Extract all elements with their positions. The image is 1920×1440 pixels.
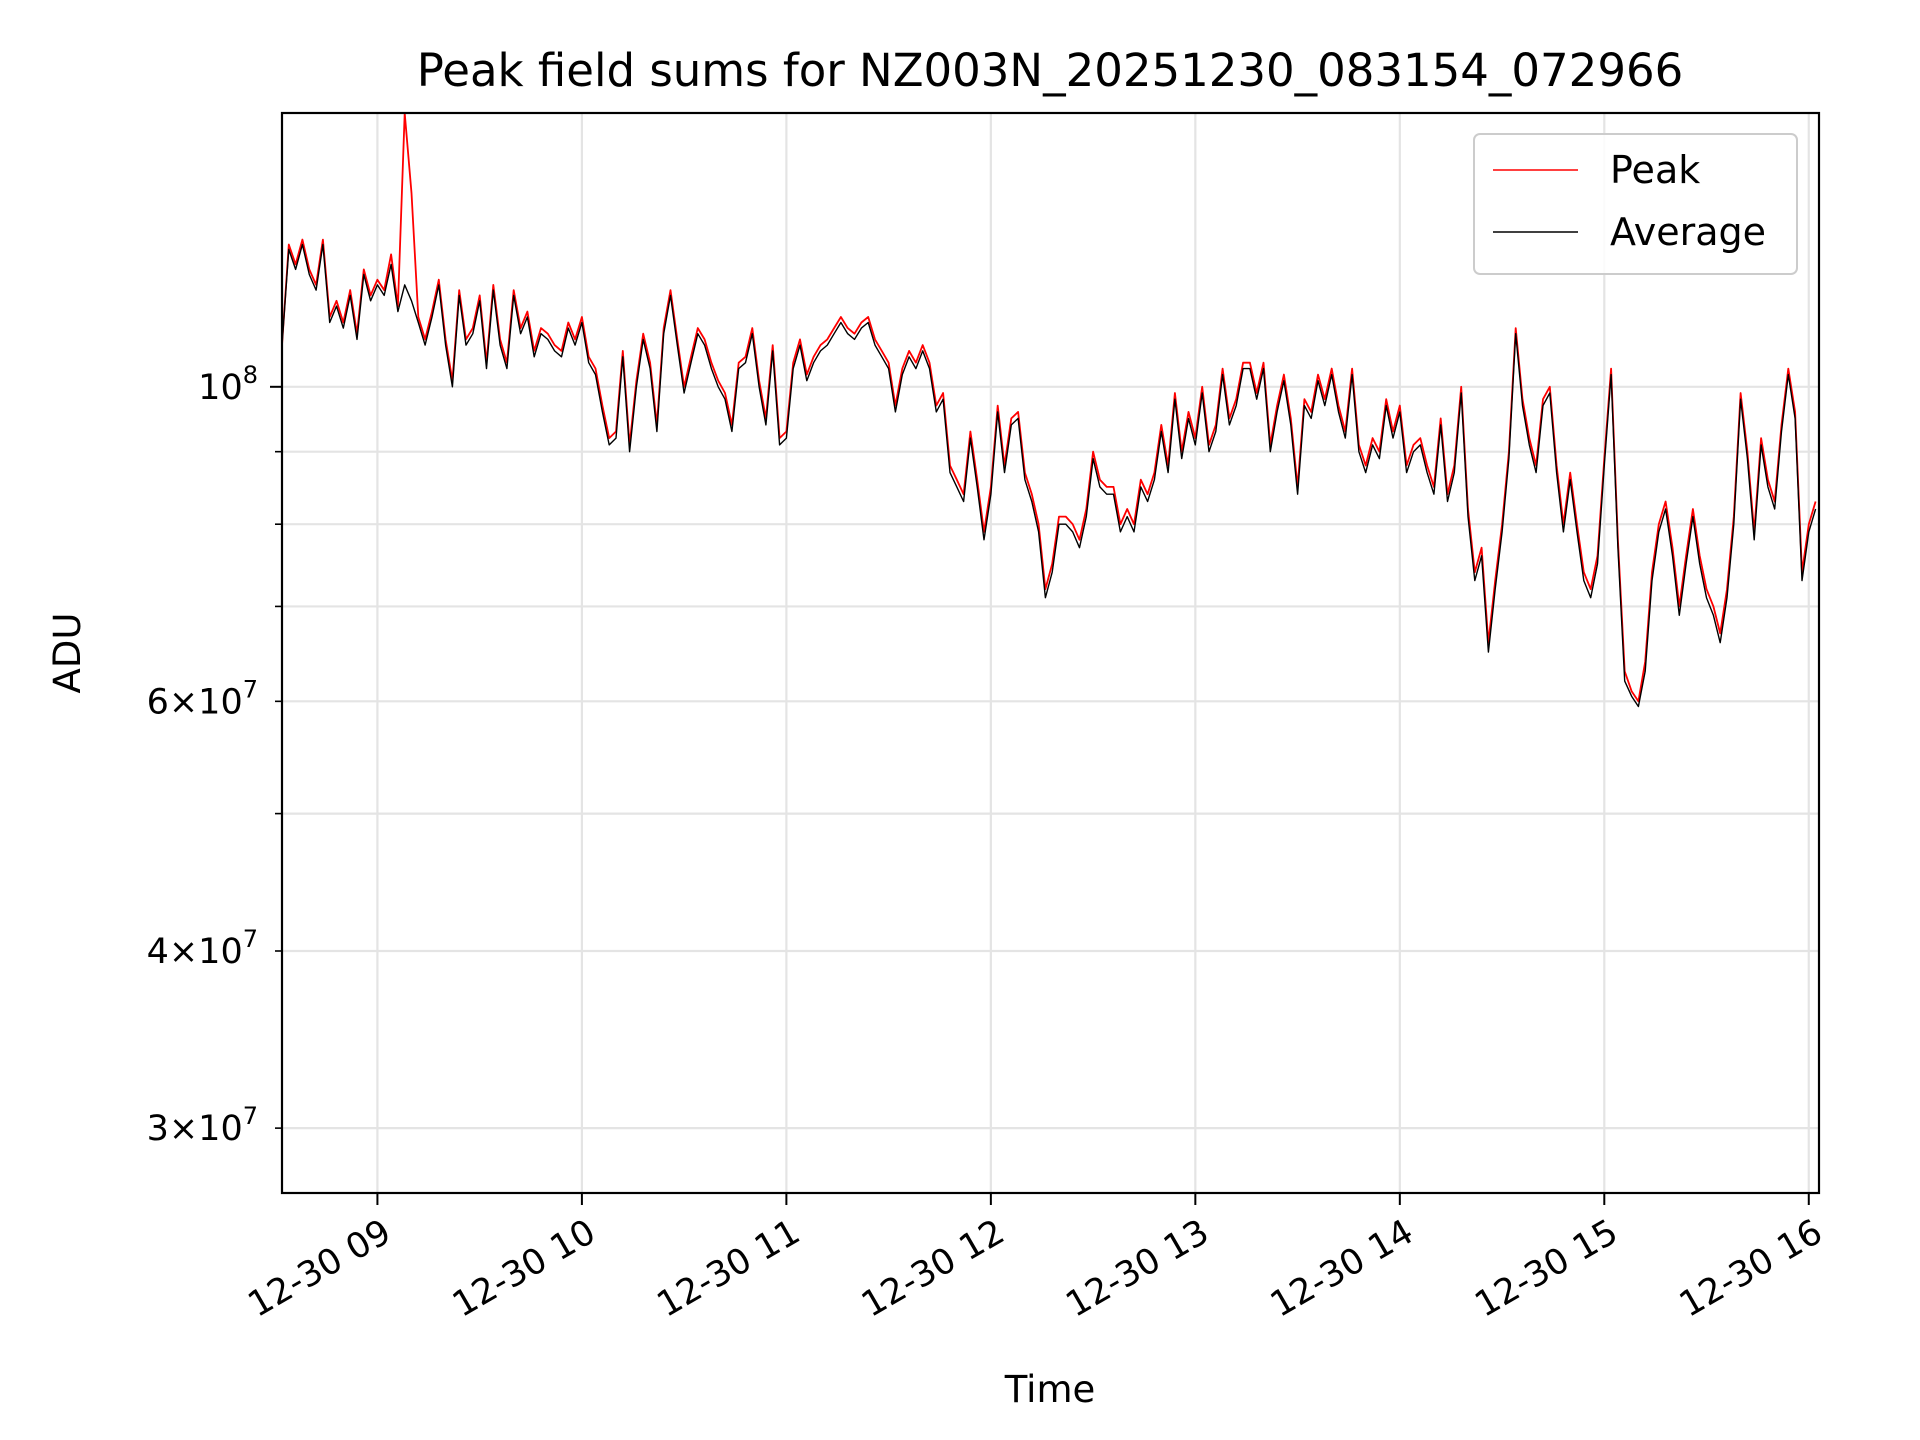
y-axis-ticks: 108 3×107 4×107 6×107: [147, 361, 282, 1149]
plot-frame: [280, 111, 1821, 1195]
y-tick-label: 3×107: [147, 1102, 258, 1149]
y-axis-label: ADU: [46, 613, 89, 694]
y-tick-label: 4×107: [147, 925, 258, 972]
x-axis-label: Time: [1004, 1368, 1096, 1411]
y-tick-label: 6×107: [147, 675, 258, 722]
legend-label-peak: Peak: [1610, 148, 1700, 192]
series-layer: [282, 113, 1817, 708]
chart-title: Peak field sums for NZ003N_20251230_0831…: [417, 44, 1683, 97]
legend: Peak Average: [1473, 133, 1798, 275]
series-line-average: [282, 243, 1817, 708]
gridlines: [282, 113, 1819, 1193]
legend-label-average: Average: [1610, 210, 1766, 254]
series-line-peak: [282, 113, 1817, 703]
legend-box: [1473, 133, 1798, 275]
y-tick-label: 108: [198, 361, 258, 408]
